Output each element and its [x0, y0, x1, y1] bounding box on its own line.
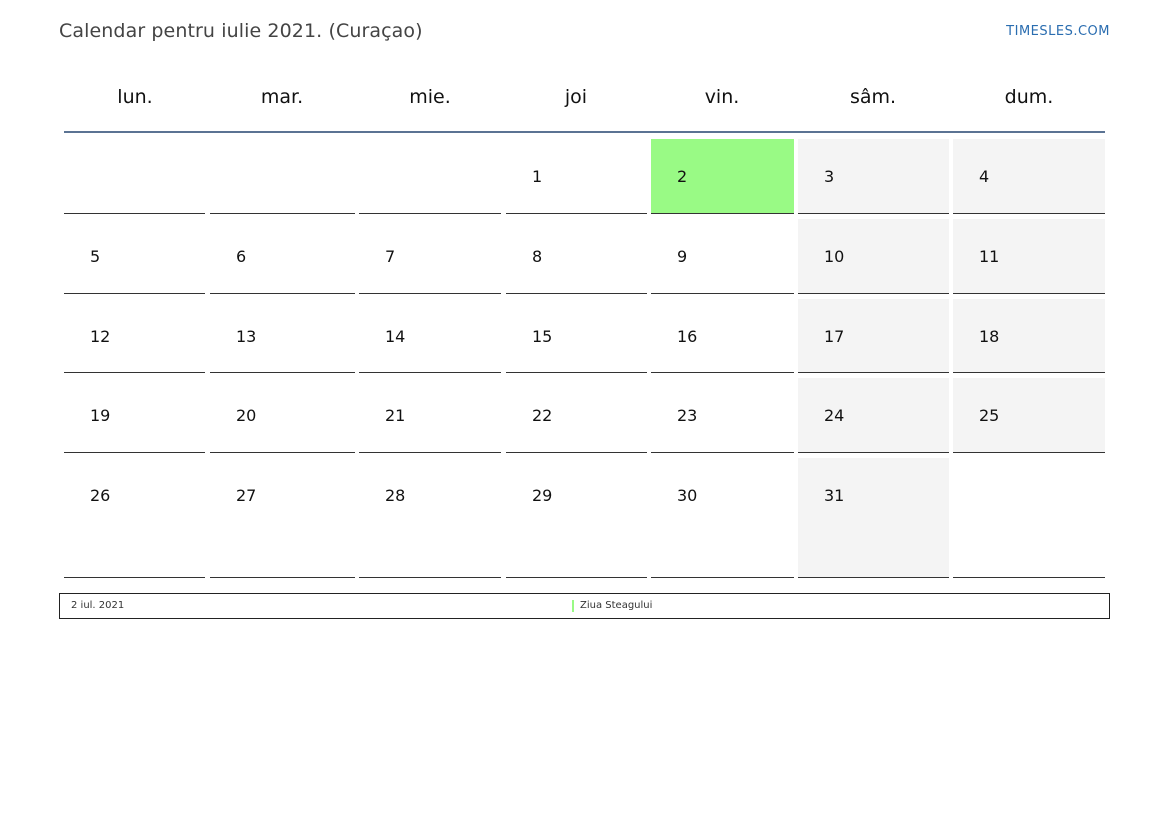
- day-number: 8: [532, 247, 543, 266]
- day-number: 13: [236, 327, 257, 346]
- day-cell: 12: [64, 299, 205, 373]
- weekday-label: dum.: [1004, 86, 1054, 108]
- weekday-label: mie.: [409, 86, 451, 108]
- day-cell: 19: [64, 378, 205, 453]
- day-number: 31: [824, 486, 845, 505]
- day-number: 23: [677, 406, 698, 425]
- day-number: 28: [385, 486, 406, 505]
- holiday-date: 2 iul. 2021: [71, 600, 125, 611]
- day-cell: 24: [798, 378, 949, 453]
- empty-day-cell: [953, 458, 1105, 578]
- day-number: 5: [90, 247, 101, 266]
- empty-day-cell: [359, 139, 501, 214]
- holiday-color-marker: [572, 600, 574, 612]
- day-number: 14: [385, 327, 406, 346]
- day-number: 18: [979, 327, 1000, 346]
- day-cell: 5: [64, 219, 205, 294]
- weekday-header: lun. mar. mie. joi vin. sâm. dum.: [60, 86, 1110, 116]
- empty-day-cell: [210, 139, 355, 214]
- day-number: 15: [532, 327, 553, 346]
- day-number: 20: [236, 406, 257, 425]
- day-cell: 2: [651, 139, 794, 214]
- day-cell: 17: [798, 299, 949, 373]
- day-cell: 6: [210, 219, 355, 294]
- header-divider: [64, 131, 1105, 133]
- day-number: 30: [677, 486, 698, 505]
- day-number: 27: [236, 486, 257, 505]
- day-cell: 11: [953, 219, 1105, 294]
- day-cell: 9: [651, 219, 794, 294]
- day-number: 10: [824, 247, 845, 266]
- day-number: 6: [236, 247, 247, 266]
- empty-day-cell: [64, 139, 205, 214]
- day-cell: 14: [359, 299, 501, 373]
- day-cell: 8: [506, 219, 647, 294]
- weekday-label: vin.: [704, 86, 740, 108]
- day-cell: 30: [651, 458, 794, 578]
- day-cell: 15: [506, 299, 647, 373]
- day-number: 11: [979, 247, 1000, 266]
- day-number: 16: [677, 327, 698, 346]
- day-number: 19: [90, 406, 111, 425]
- day-number: 25: [979, 406, 1000, 425]
- day-number: 4: [979, 167, 990, 186]
- weekday-label: joi: [564, 86, 588, 108]
- day-cell: 25: [953, 378, 1105, 453]
- page-title: Calendar pentru iulie 2021. (Curaçao): [59, 20, 423, 42]
- day-number: 21: [385, 406, 406, 425]
- weekday-label: sâm.: [849, 86, 897, 108]
- holiday-name: Ziua Steagului: [580, 600, 653, 611]
- weekday-label: lun.: [117, 86, 153, 108]
- day-number: 24: [824, 406, 845, 425]
- day-number: 17: [824, 327, 845, 346]
- day-number: 26: [90, 486, 111, 505]
- day-number: 1: [532, 167, 543, 186]
- day-number: 22: [532, 406, 553, 425]
- day-cell: 10: [798, 219, 949, 294]
- day-number: 29: [532, 486, 553, 505]
- day-cell: 1: [506, 139, 647, 214]
- day-number: 7: [385, 247, 396, 266]
- day-cell: 29: [506, 458, 647, 578]
- day-number: 2: [677, 167, 688, 186]
- day-cell: 21: [359, 378, 501, 453]
- day-cell: 28: [359, 458, 501, 578]
- day-cell: 3: [798, 139, 949, 214]
- brand-link[interactable]: TIMESLES.COM: [1006, 24, 1110, 39]
- day-number: 3: [824, 167, 835, 186]
- day-number: 12: [90, 327, 111, 346]
- day-cell: 18: [953, 299, 1105, 373]
- weekday-label: mar.: [260, 86, 304, 108]
- day-cell: 26: [64, 458, 205, 578]
- day-cell: 31: [798, 458, 949, 578]
- day-cell: 13: [210, 299, 355, 373]
- day-cell: 16: [651, 299, 794, 373]
- holiday-legend: 2 iul. 2021 Ziua Steagului: [59, 593, 1110, 619]
- day-cell: 23: [651, 378, 794, 453]
- day-number: 9: [677, 247, 688, 266]
- day-cell: 20: [210, 378, 355, 453]
- day-cell: 4: [953, 139, 1105, 214]
- day-cell: 22: [506, 378, 647, 453]
- day-cell: 27: [210, 458, 355, 578]
- day-cell: 7: [359, 219, 501, 294]
